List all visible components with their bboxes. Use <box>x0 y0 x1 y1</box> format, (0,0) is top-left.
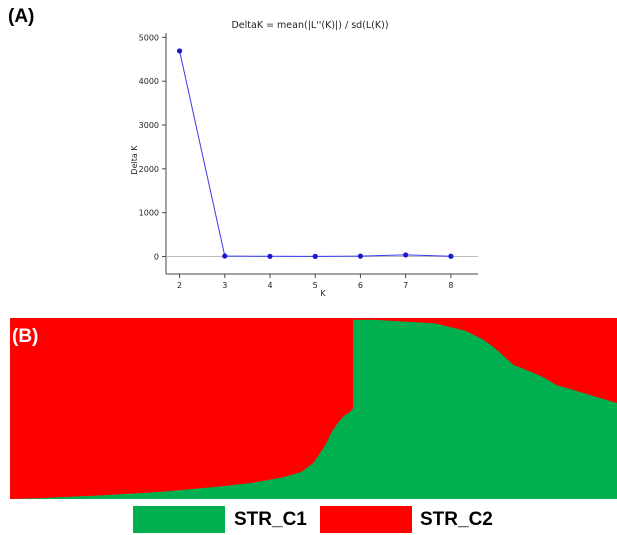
y-axis-label: Delta K <box>130 145 139 175</box>
x-tick-label: 3 <box>222 281 227 290</box>
panel-a-label: (A) <box>8 6 35 27</box>
data-point <box>448 253 454 259</box>
x-tick-label: 4 <box>267 281 272 290</box>
x-tick-label: 7 <box>403 281 408 290</box>
data-point <box>403 252 409 258</box>
series-line <box>179 50 451 257</box>
cluster-str-c2-area <box>10 318 617 499</box>
y-tick-label: 2000 <box>139 165 159 174</box>
legend-swatch-str-c1 <box>133 506 225 533</box>
x-tick-label: 8 <box>448 281 453 290</box>
y-tick-label: 1000 <box>139 209 159 218</box>
legend-label-str-c2: STR_C2 <box>420 509 493 530</box>
data-point <box>357 253 364 259</box>
x-axis-label: K <box>320 289 326 298</box>
data-point <box>222 253 228 259</box>
cluster-str-c1-area <box>10 319 617 499</box>
chart-title: DeltaK = mean(|L''(K)|) / sd(L(K)) <box>231 20 388 31</box>
x-tick-label: 5 <box>313 281 318 290</box>
x-tick-label: 6 <box>358 281 363 290</box>
chart-axes: 0 1000 2000 3000 4000 5000 2 3 4 5 6 7 8 <box>139 33 478 290</box>
data-point <box>267 253 273 259</box>
x-tick-label: 2 <box>177 281 182 290</box>
y-tick-label: 5000 <box>139 33 159 42</box>
y-tick-label: 0 <box>154 252 159 261</box>
panel-b-label: (B) <box>12 326 39 347</box>
legend-swatch-str-c2 <box>320 506 412 533</box>
y-tick-label: 3000 <box>139 121 159 130</box>
legend: STR_C1 STR_C2 <box>0 503 617 535</box>
deltak-line-chart: DeltaK = mean(|L''(K)|) / sd(L(K)) Delta… <box>130 20 478 298</box>
chart-marks <box>176 48 454 259</box>
y-tick-label: 4000 <box>139 77 159 86</box>
legend-label-str-c1: STR_C1 <box>234 509 307 530</box>
data-point <box>312 253 318 259</box>
data-point <box>176 48 183 54</box>
